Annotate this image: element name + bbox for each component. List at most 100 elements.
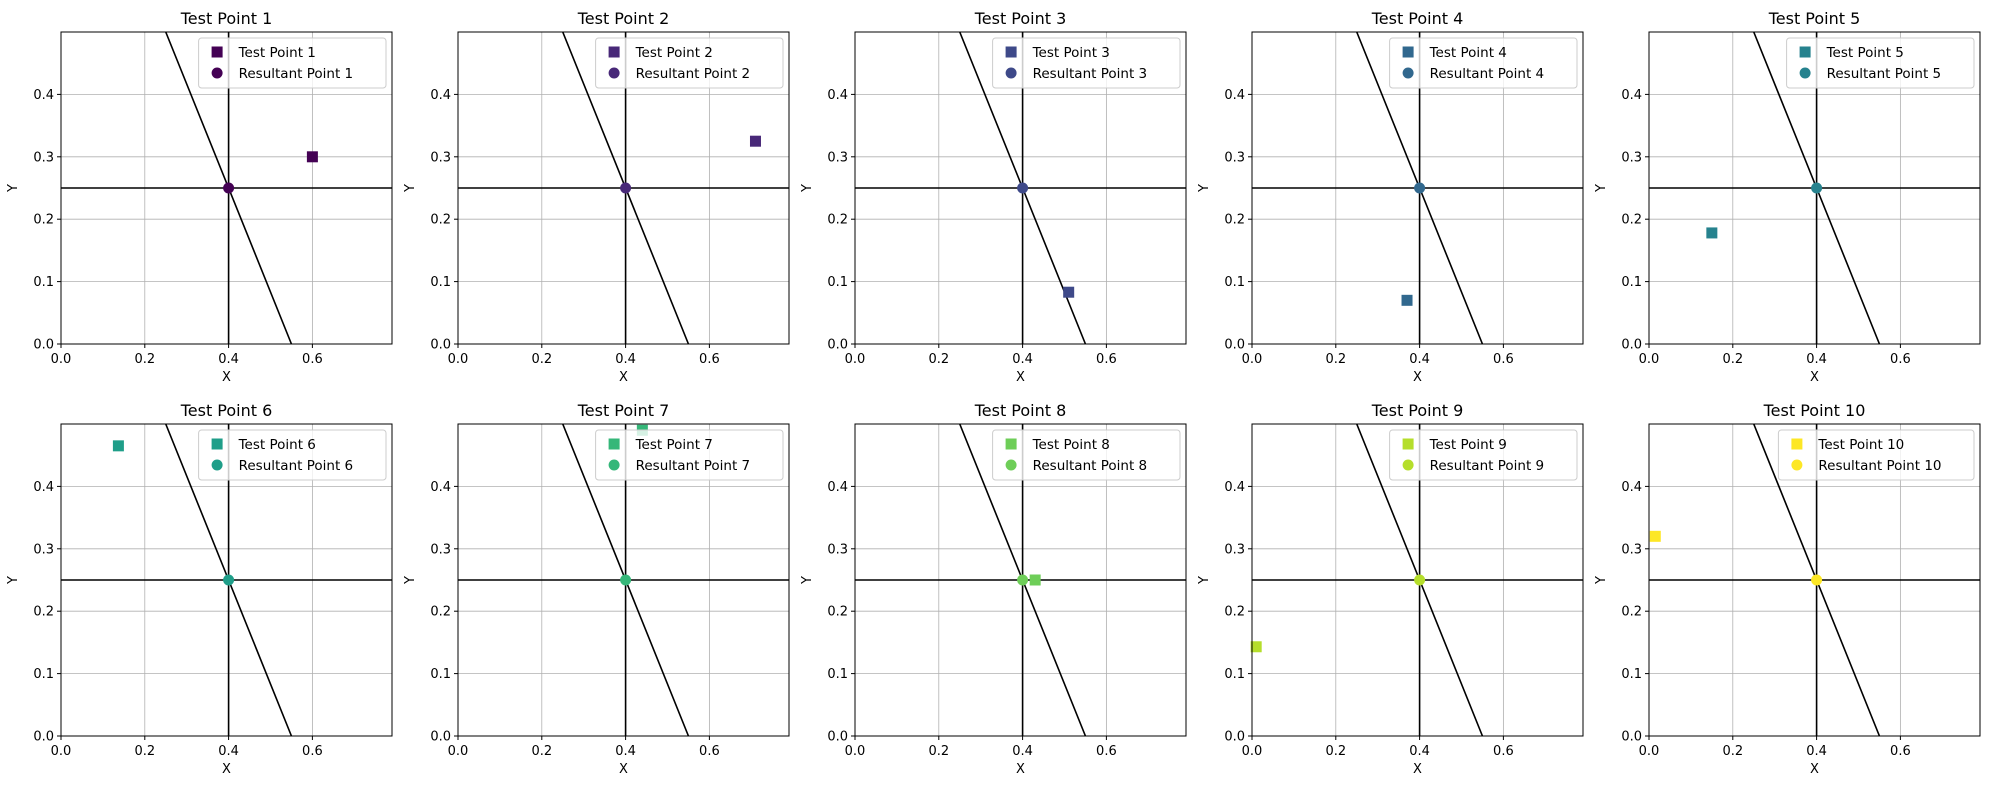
x-axis-label: X: [619, 370, 628, 385]
subplot-title: Test Point 9: [1371, 401, 1464, 420]
y-tick-label: 0.0: [1224, 730, 1245, 745]
y-tick-label: 0.2: [430, 605, 451, 620]
test-point-marker: [1029, 574, 1041, 586]
subplot-title: Test Point 7: [577, 401, 670, 420]
x-tick-label: 0.0: [448, 352, 469, 367]
legend-entry-label: Resultant Point 7: [636, 458, 751, 474]
legend-box: [595, 37, 784, 89]
test-point-marker: [1706, 227, 1718, 239]
legend-entry-label: Resultant Point 9: [1430, 458, 1545, 474]
legend-circle-marker: [1791, 459, 1803, 471]
legend-entry-label: Resultant Point 2: [636, 66, 751, 82]
legend-entry-label: Resultant Point 10: [1818, 458, 1941, 474]
y-tick-label: 0.2: [1224, 605, 1245, 620]
x-axis-label: X: [1810, 762, 1819, 777]
x-tick-label: 0.6: [1890, 352, 1911, 367]
x-tick-label: 0.4: [615, 352, 636, 367]
y-tick-label: 0.0: [827, 338, 848, 353]
y-tick-label: 0.1: [33, 667, 54, 682]
legend-entry-label: Test Point 9: [1429, 437, 1507, 453]
x-tick-label: 0.6: [1096, 352, 1117, 367]
resultant-point-marker: [1811, 574, 1823, 586]
x-tick-label: 0.6: [1493, 352, 1514, 367]
subplot-9: 0.0 0.2 0.4 0.6 0.0 0.1 0.2 0.3 0.4 X Y Test Point …: [1197, 401, 1584, 777]
y-tick-label: 0.3: [827, 542, 848, 557]
x-tick-label: 0.6: [699, 744, 720, 759]
legend: Test Point 1 Resultant Point 1: [198, 37, 387, 89]
test-point-marker: [306, 151, 318, 163]
y-tick-label: 0.0: [1621, 338, 1642, 353]
y-tick-label: 0.3: [33, 150, 54, 165]
axes-frame: [854, 423, 1187, 737]
y-tick-label: 0.3: [1621, 542, 1642, 557]
y-tick-label: 0.4: [1224, 480, 1245, 495]
x-tick-label: 0.4: [218, 352, 239, 367]
legend-entry-label: Resultant Point 4: [1430, 66, 1545, 82]
legend-entry-label: Test Point 6: [238, 437, 316, 453]
resultant-point-marker: [223, 182, 235, 194]
x-axis-label: X: [222, 762, 231, 777]
axes-frame: [1648, 423, 1981, 737]
y-tick-label: 0.0: [827, 730, 848, 745]
legend-entry-label: Test Point 1: [238, 45, 316, 61]
y-tick-label: 0.0: [1224, 338, 1245, 353]
axes-frame: [457, 31, 790, 345]
y-tick-label: 0.2: [33, 605, 54, 620]
y-tick-label: 0.0: [1621, 730, 1642, 745]
y-tick-label: 0.1: [827, 275, 848, 290]
y-tick-label: 0.4: [430, 88, 451, 103]
y-axis-label: Y: [6, 576, 21, 585]
subplot-title: Test Point 2: [577, 9, 670, 28]
legend-square-marker: [1005, 438, 1017, 450]
legend-square-marker: [211, 46, 223, 58]
x-tick-label: 0.2: [1325, 352, 1346, 367]
legend-box: [992, 429, 1181, 481]
y-tick-label: 0.1: [827, 667, 848, 682]
resultant-point-marker: [1811, 182, 1823, 194]
x-axis-label: X: [222, 370, 231, 385]
y-tick-label: 0.3: [1224, 542, 1245, 557]
y-tick-label: 0.3: [827, 150, 848, 165]
x-tick-label: 0.2: [1325, 744, 1346, 759]
axes-frame: [60, 423, 393, 737]
legend: Test Point 4 Resultant Point 4: [1389, 37, 1578, 89]
y-tick-label: 0.3: [1621, 150, 1642, 165]
axes-frame: [854, 31, 1187, 345]
y-tick-label: 0.4: [827, 480, 848, 495]
y-axis-label: Y: [800, 576, 815, 585]
test-point-marker: [1401, 294, 1413, 306]
y-tick-label: 0.1: [1621, 275, 1642, 290]
subplot-6: 0.0 0.2 0.4 0.6 0.0 0.1 0.2 0.3 0.4 X Y Test Point …: [6, 401, 393, 777]
y-tick-label: 0.0: [33, 338, 54, 353]
x-tick-label: 0.0: [1639, 352, 1660, 367]
legend-circle-marker: [1402, 67, 1414, 79]
x-tick-label: 0.0: [845, 744, 866, 759]
y-tick-label: 0.0: [430, 730, 451, 745]
resultant-point-marker: [1017, 574, 1029, 586]
subplot-4: 0.0 0.2 0.4 0.6 0.0 0.1 0.2 0.3 0.4 X Y Test Point …: [1197, 9, 1584, 385]
y-tick-label: 0.2: [827, 605, 848, 620]
legend: Test Point 3 Resultant Point 3: [992, 37, 1181, 89]
subplot-10: 0.0 0.2 0.4 0.6 0.0 0.1 0.2 0.3 0.4 X Y Test Point …: [1594, 401, 1981, 777]
y-tick-label: 0.3: [33, 542, 54, 557]
subplot-title: Test Point 5: [1768, 9, 1861, 28]
y-tick-label: 0.1: [1621, 667, 1642, 682]
legend-circle-marker: [1799, 67, 1811, 79]
y-axis-label: Y: [1594, 184, 1609, 193]
subplot-title: Test Point 1: [180, 9, 273, 28]
subplot-8: 0.0 0.2 0.4 0.6 0.0 0.1 0.2 0.3 0.4 X Y Test Point …: [800, 401, 1187, 777]
legend: Test Point 10 Resultant Point 10: [1777, 429, 1975, 481]
x-tick-label: 0.2: [1722, 352, 1743, 367]
legend-box: [1389, 37, 1578, 89]
test-point-marker: [1649, 530, 1661, 542]
legend: Test Point 7 Resultant Point 7: [595, 429, 784, 481]
subplot-title: Test Point 6: [180, 401, 273, 420]
legend-box: [992, 37, 1181, 89]
subplot-7: 0.0 0.2 0.4 0.6 0.0 0.1 0.2 0.3 0.4 X Y Test Point …: [403, 401, 790, 777]
x-tick-label: 0.4: [1012, 352, 1033, 367]
legend-circle-marker: [1005, 67, 1017, 79]
legend-square-marker: [211, 438, 223, 450]
y-tick-label: 0.1: [33, 275, 54, 290]
legend-entry-label: Test Point 3: [1032, 45, 1110, 61]
x-tick-label: 0.6: [1493, 744, 1514, 759]
